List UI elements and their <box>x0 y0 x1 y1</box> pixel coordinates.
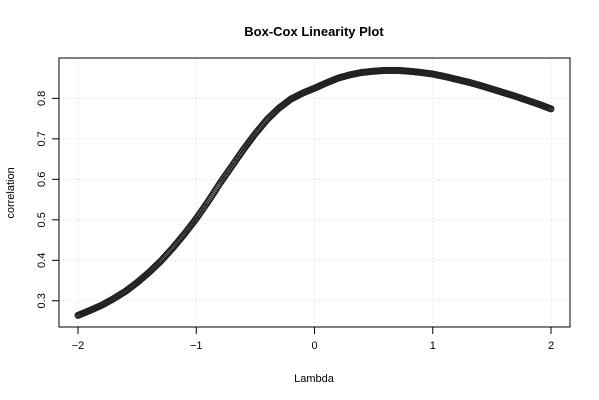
y-tick-label: 0.5 <box>36 212 48 227</box>
y-tick-label: 0.3 <box>36 293 48 308</box>
chart-title: Box-Cox Linearity Plot <box>244 24 384 39</box>
data-point <box>547 105 555 113</box>
y-tick-label: 0.8 <box>36 91 48 106</box>
x-tick-label: 1 <box>430 340 436 352</box>
y-tick-label: 0.6 <box>36 172 48 187</box>
y-tick-label: 0.4 <box>36 253 48 268</box>
x-tick-label: −1 <box>190 340 203 352</box>
grid-lines <box>59 58 570 327</box>
x-tick-label: −2 <box>72 340 85 352</box>
y-axis-label: correlation <box>5 167 17 218</box>
x-axis: −2 −1 0 1 2 <box>72 326 554 352</box>
data-points <box>74 66 555 319</box>
y-axis: 0.3 0.4 0.5 0.6 0.7 0.8 <box>36 91 59 308</box>
x-tick-label: 0 <box>311 340 317 352</box>
y-tick-label: 0.7 <box>36 131 48 146</box>
x-axis-label: Lambda <box>294 373 335 385</box>
x-tick-label: 2 <box>548 340 554 352</box>
